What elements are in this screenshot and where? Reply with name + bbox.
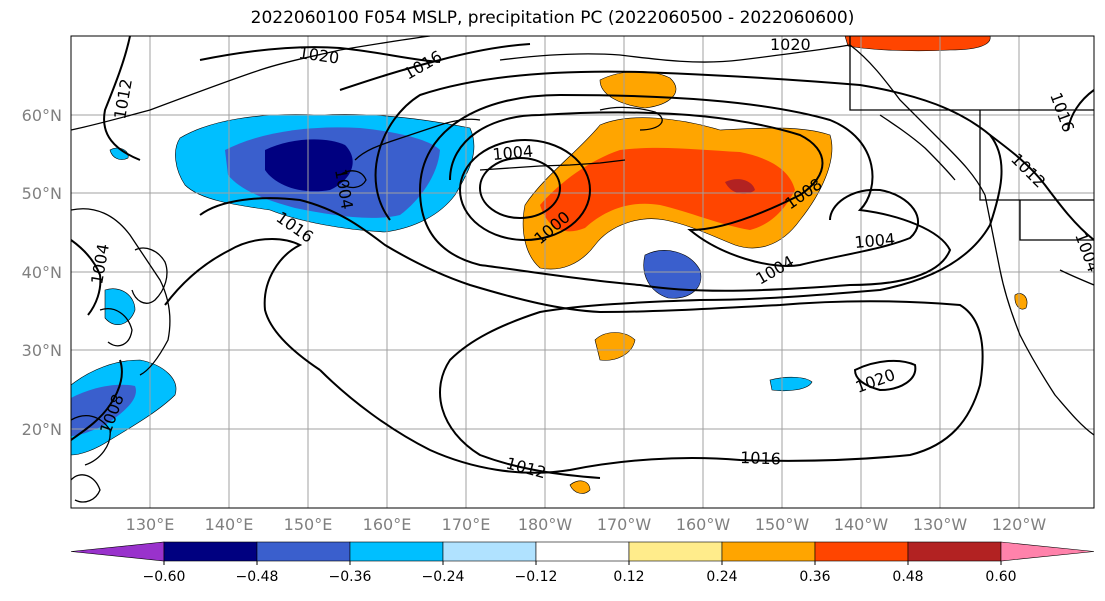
isobar-1016-east: [1067, 89, 1094, 131]
precip-strong-negative-region: [265, 139, 353, 192]
precip-mild-positive-patch: [594, 332, 636, 361]
isobar-1004: [449, 111, 920, 267]
isobar-1020-north: [199, 46, 441, 63]
lon-label: 130°W: [913, 515, 968, 534]
colorbar-tick-label: −0.12: [515, 569, 558, 585]
lon-label: 130°E: [126, 515, 175, 534]
lon-label: 170°E: [442, 515, 491, 534]
isobar-1016-west: [164, 238, 321, 371]
colorbar-bin: [814, 541, 909, 562]
precip-negative-region-japan: [104, 288, 136, 325]
latitude-labels: 60°N 50°N 40°N 30°N 20°N: [22, 106, 62, 439]
colorbar-bin: [628, 541, 723, 562]
isobar-1016-north: [339, 43, 531, 91]
colorbar-tick-label: 0.36: [799, 569, 830, 585]
colorbar-bin: [349, 541, 444, 562]
precip-positive-region: [540, 147, 795, 232]
map-panel: 1020 1016 1012 1004 1020 1004 1000 1008 …: [70, 35, 1095, 509]
isobar-1004-west: [71, 239, 102, 316]
colorbar-tick-label: 0.60: [985, 569, 1016, 585]
colorbar-tick-label: −0.24: [422, 569, 465, 585]
colorbar: −0.60 −0.48 −0.36 −0.24 −0.12 0.12 0.24 0.36 0.4…: [70, 541, 1095, 585]
lat-label: 50°N: [22, 184, 62, 203]
colorbar-tick-label: 0.12: [613, 569, 644, 585]
isobar-label: 1004: [492, 142, 534, 164]
colorbar-tick-label: 0.24: [706, 569, 737, 585]
colorbar-bin: [535, 541, 630, 562]
isobar-1012-nw: [103, 36, 141, 161]
colorbar-tick-label: −0.60: [143, 569, 186, 585]
lon-label: 150°W: [755, 515, 810, 534]
isobar-1020: [853, 359, 917, 392]
colorbar-bin: [907, 541, 1002, 562]
isobar-label: 1020: [770, 35, 811, 54]
colorbar-bin: [442, 541, 537, 562]
isobar-1000: [479, 157, 561, 219]
precip-positive-region-north: [844, 36, 991, 52]
longitude-labels: 130°E 140°E 150°E 160°E 170°E 180°W 170°…: [126, 515, 1047, 534]
isobar-1008: [418, 93, 952, 292]
lat-label: 30°N: [22, 341, 62, 360]
graticule: [71, 36, 1094, 508]
lon-label: 140°E: [205, 515, 254, 534]
isobar-label: 1016: [740, 448, 781, 468]
colorbar-bin: [70, 541, 165, 562]
lat-label: 60°N: [22, 106, 62, 125]
isobar-label: 1004: [854, 230, 896, 252]
colorbar-bin: [163, 541, 258, 562]
precip-shading: [71, 36, 1028, 494]
lon-label: 180°W: [518, 515, 573, 534]
colorbar-tick-label: −0.36: [329, 569, 372, 585]
colorbar-tick-label: 0.48: [892, 569, 923, 585]
lat-label: 20°N: [22, 420, 62, 439]
isobar-1016: [199, 197, 984, 474]
precip-mild-negative-region-sw: [71, 384, 136, 436]
lon-label: 170°W: [597, 515, 652, 534]
lon-label: 150°E: [284, 515, 333, 534]
precip-mild-positive-patch: [1014, 293, 1028, 310]
lon-label: 120°W: [992, 515, 1047, 534]
colorbar-tick-label: −0.48: [236, 569, 279, 585]
colorbar-bin: [256, 541, 351, 562]
isobar-1008-sw: [71, 359, 123, 441]
isobar-1012: [374, 70, 1003, 479]
lon-label: 160°W: [676, 515, 731, 534]
lat-label: 40°N: [22, 263, 62, 282]
map-title: 2022060100 F054 MSLP, precipitation PC (…: [250, 8, 855, 28]
precip-negative-patch: [769, 376, 813, 392]
isobars: [71, 36, 1094, 479]
isobar-1012-east: [989, 134, 1094, 241]
precip-strong-positive-region: [725, 179, 755, 194]
isobar-1000: [459, 139, 591, 241]
colorbar-bin: [1000, 541, 1095, 562]
precip-mild-positive-patch: [569, 480, 591, 494]
lon-label: 140°W: [834, 515, 889, 534]
lon-label: 160°E: [363, 515, 412, 534]
map-frame: [70, 35, 1095, 509]
colorbar-bin: [721, 541, 816, 562]
